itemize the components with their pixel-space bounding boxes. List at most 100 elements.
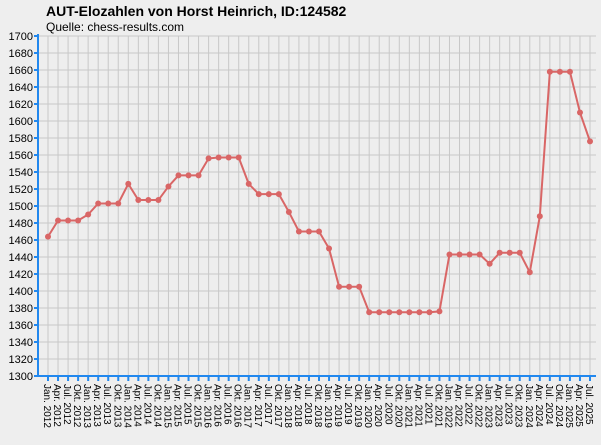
data-point [215, 154, 222, 161]
data-point [376, 309, 383, 316]
data-point [305, 228, 312, 235]
data-point [285, 208, 292, 215]
data-point [265, 191, 272, 198]
x-tick-label: Jul. 2025 [583, 384, 594, 425]
x-tick-label: Okt. 2016 [232, 384, 243, 428]
data-point [205, 155, 212, 162]
data-point [346, 283, 353, 290]
data-point [486, 260, 493, 267]
data-point [446, 251, 453, 258]
x-tick-label: Jan. 2017 [242, 384, 253, 428]
data-point [195, 172, 202, 179]
x-tick-label: Jan. 2012 [41, 384, 52, 428]
data-point [105, 200, 112, 207]
x-tick-label: Apr. 2021 [412, 384, 423, 427]
data-point [456, 251, 463, 258]
data-point [526, 269, 533, 276]
x-tick-label: Jan. 2016 [202, 384, 213, 428]
data-point [245, 180, 252, 187]
x-tick-label: Jul. 2022 [463, 384, 474, 425]
data-point [496, 249, 503, 256]
data-point [506, 249, 513, 256]
x-tick-label: Jan. 2024 [523, 384, 534, 428]
x-tick-label: Apr. 2025 [573, 384, 584, 427]
y-tick-label: 1360 [9, 320, 33, 332]
data-point [65, 217, 72, 224]
data-point [386, 309, 393, 316]
x-tick-label: Apr. 2019 [332, 384, 343, 427]
data-point [406, 309, 413, 316]
data-point [587, 138, 593, 145]
y-tick-label: 1620 [9, 99, 33, 111]
data-point [275, 191, 282, 198]
data-point [316, 228, 322, 235]
x-tick-label: Jan. 2013 [81, 384, 92, 428]
x-tick-label: Jul. 2013 [101, 384, 112, 425]
x-tick-label: Okt. 2022 [473, 384, 484, 428]
data-point [145, 197, 152, 204]
data-point [255, 191, 262, 198]
data-point [576, 109, 583, 116]
data-point [326, 245, 333, 252]
x-tick-label: Jul. 2024 [543, 384, 554, 425]
x-tick-label: Jul. 2012 [61, 384, 72, 425]
x-tick-label: Okt. 2021 [432, 384, 443, 428]
x-tick-label: Okt. 2019 [352, 384, 363, 428]
data-point [165, 183, 172, 190]
data-point [336, 283, 343, 290]
y-tick-label: 1580 [9, 133, 33, 145]
x-tick-label: Apr. 2016 [212, 384, 223, 427]
chart-title: AUT-Elozahlen von Horst Heinrich, ID:124… [46, 3, 347, 19]
x-tick-label: Okt. 2018 [312, 384, 323, 428]
data-point [566, 68, 573, 75]
data-point [295, 228, 302, 235]
y-tick-label: 1340 [9, 337, 33, 349]
x-tick-label: Jan. 2014 [121, 384, 132, 428]
x-tick-label: Okt. 2012 [71, 384, 82, 428]
x-tick-label: Apr. 2013 [91, 384, 102, 427]
y-tick-label: 1500 [9, 201, 33, 213]
data-point [466, 251, 473, 258]
y-tick-label: 1680 [9, 48, 33, 60]
data-point [516, 249, 523, 256]
y-tick-label: 1480 [9, 218, 33, 230]
y-tick-label: 1300 [9, 371, 33, 383]
data-point [476, 251, 483, 258]
x-tick-label: Jul. 2016 [222, 384, 233, 425]
x-tick-label: Okt. 2014 [151, 384, 162, 428]
data-point [356, 283, 363, 290]
data-point [115, 200, 122, 207]
x-tick-label: Jul. 2021 [422, 384, 433, 425]
x-tick-label: Jan. 2015 [161, 384, 172, 428]
y-tick-label: 1600 [9, 116, 33, 128]
data-point [55, 217, 62, 224]
x-tick-label: Okt. 2017 [272, 384, 283, 428]
data-point [95, 200, 102, 207]
data-point [125, 180, 132, 187]
y-tick-label: 1520 [9, 184, 33, 196]
x-tick-label: Jan. 2023 [483, 384, 494, 428]
data-point [556, 68, 563, 75]
y-tick-label: 1460 [9, 235, 33, 247]
x-tick-label: Jan. 2019 [322, 384, 333, 428]
data-point [416, 309, 423, 316]
y-tick-label: 1440 [9, 252, 33, 264]
y-tick-label: 1400 [9, 286, 33, 298]
data-point [75, 217, 82, 224]
data-point [436, 308, 443, 315]
x-tick-label: Apr. 2015 [171, 384, 182, 427]
x-tick-label: Apr. 2012 [51, 384, 62, 427]
data-point [396, 309, 403, 316]
y-tick-label: 1380 [9, 303, 33, 315]
x-tick-label: Okt. 2024 [553, 384, 564, 428]
x-tick-label: Jan. 2018 [282, 384, 293, 428]
x-tick-label: Jul. 2019 [342, 384, 353, 425]
data-point [366, 309, 373, 316]
x-tick-label: Apr. 2022 [453, 384, 464, 427]
y-tick-label: 1320 [9, 354, 33, 366]
y-tick-label: 1420 [9, 269, 33, 281]
x-tick-label: Okt. 2020 [392, 384, 403, 428]
x-tick-label: Apr. 2020 [372, 384, 383, 427]
x-tick-label: Jul. 2015 [182, 384, 193, 425]
